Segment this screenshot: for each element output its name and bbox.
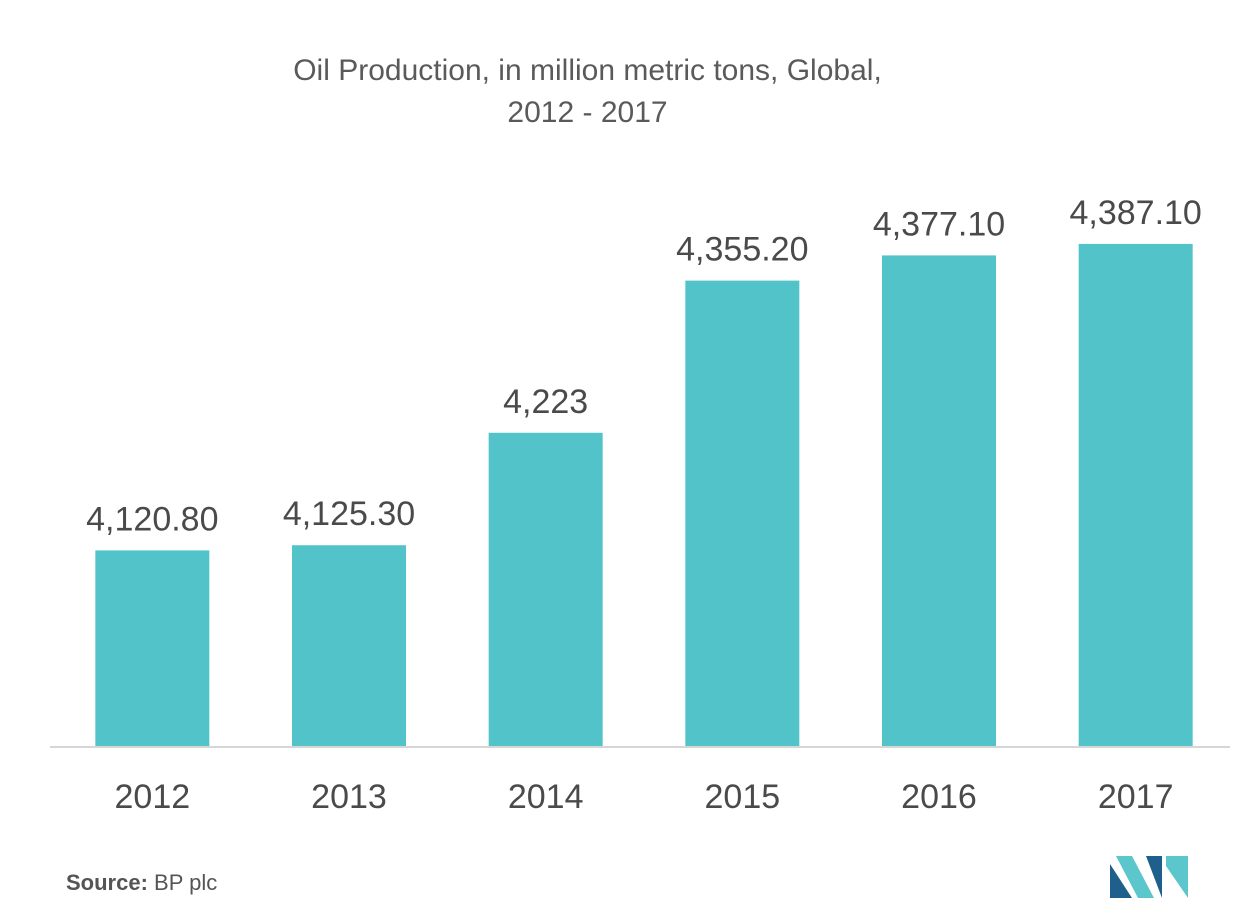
value-label-2014: 4,223 (503, 383, 588, 421)
chart-title: Oil Production, in million metric tons, … (0, 50, 1175, 134)
value-label-2013: 4,125.30 (283, 495, 415, 533)
bars-group (95, 243, 1193, 748)
logo-shape-light-right (1166, 856, 1188, 898)
tick-label-2014: 2014 (508, 778, 584, 816)
bar-2012 (95, 550, 210, 747)
tick-labels-group: 2012 2013 2014 2015 2016 2017 (115, 778, 1174, 816)
tick-label-2017: 2017 (1098, 778, 1174, 816)
value-label-2012: 4,120.80 (86, 500, 218, 538)
mordor-intelligence-logo-icon (1110, 856, 1188, 898)
logo-shape-light-left (1116, 856, 1154, 898)
tick-label-2012: 2012 (115, 778, 191, 816)
value-label-2016: 4,377.10 (873, 205, 1005, 243)
chart-title-line-1: Oil Production, in million metric tons, … (293, 54, 882, 87)
source-note: Source: BP plc (66, 870, 217, 896)
tick-label-2016: 2016 (901, 778, 977, 816)
tick-label-2015: 2015 (705, 778, 781, 816)
source-text: BP plc (154, 870, 218, 895)
bar-2013 (292, 545, 406, 747)
bar-2017 (1078, 243, 1193, 747)
value-label-2015: 4,355.20 (676, 231, 808, 269)
source-label: Source: (66, 870, 148, 895)
tick-label-2013: 2013 (311, 778, 387, 816)
logo-shape-dark-left (1110, 864, 1132, 898)
bar-2016 (882, 255, 996, 748)
bar-2014 (488, 432, 603, 747)
value-labels-group: 4,120.80 4,125.30 4,223 4,355.20 4,377.10 4,3… (86, 194, 1202, 539)
bar-2015 (685, 280, 800, 747)
chart-title-line-2: 2012 - 2017 (507, 96, 668, 129)
value-label-2017: 4,387.10 (1069, 194, 1201, 232)
logo-shape-dark-right (1146, 856, 1162, 898)
